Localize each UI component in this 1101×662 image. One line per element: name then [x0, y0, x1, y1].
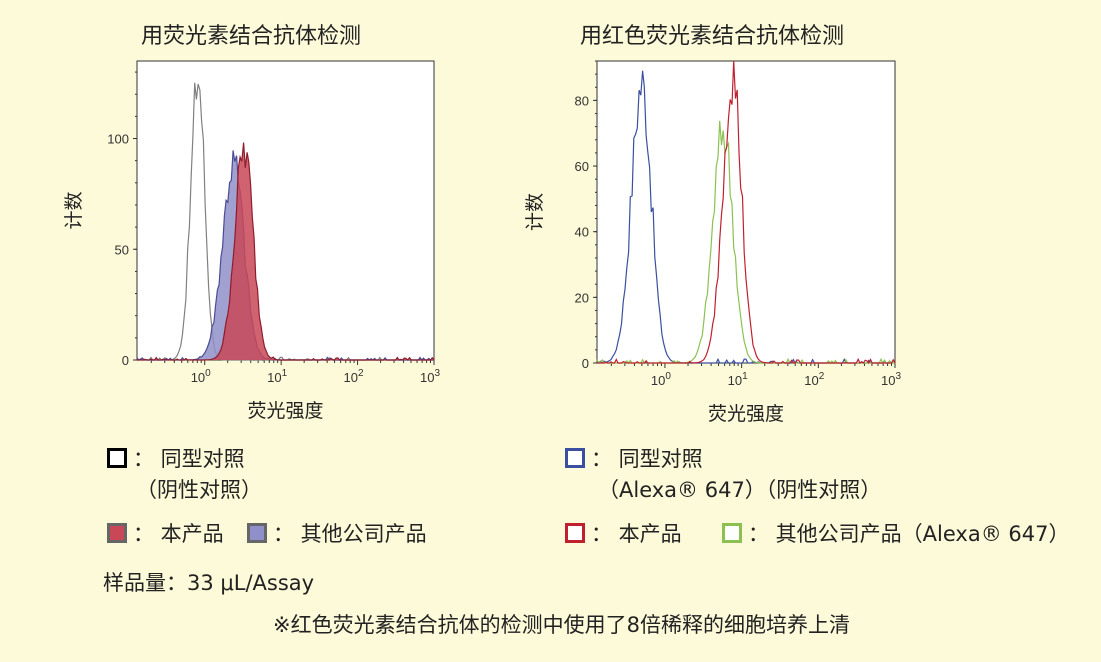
x-tick-label: 100 — [191, 368, 211, 385]
x-tick-label: 101 — [267, 368, 287, 385]
x-tick-label: 102 — [344, 368, 364, 385]
right-legend-other-company: ： 其他公司产品（Alexa® 647） — [722, 518, 1069, 548]
x-tick-label: 101 — [728, 371, 748, 388]
left-other-company-swatch — [247, 523, 267, 543]
right-other-company-label: ： 其他公司产品（Alexa® 647） — [748, 522, 1070, 546]
x-axis-label: 荧光强度 — [247, 400, 323, 422]
plot-frame — [136, 60, 435, 361]
left-legend-isotype: ： 同型对照 — [107, 443, 245, 473]
y-tick-label: 40 — [575, 225, 589, 240]
y-axis-label: 计数 — [524, 193, 546, 231]
right-isotype-label: ： 同型对照 — [591, 447, 703, 471]
right-isotype-sublabel: （Alexa® 647）（阴性对照） — [598, 478, 882, 502]
y-tick-label: 50 — [115, 242, 129, 257]
right-isotype-swatch — [565, 448, 585, 468]
left-isotype-label: ： 同型对照 — [133, 447, 245, 471]
left-chart: 0 50 100 100 101 102 103 荧光强度 计数 — [63, 60, 440, 422]
series-line — [137, 142, 435, 361]
left-isotype-sublabel: （阴性对照） — [136, 478, 262, 502]
charts-canvas: 0 50 100 100 101 102 103 荧光强度 计数 0 20 40 60 80 100 101… — [63, 60, 901, 425]
y-tick-label: 60 — [575, 159, 589, 174]
series-line — [597, 60, 896, 365]
right-legend-this-product: ： 本产品 — [565, 518, 682, 548]
right-chart-title: 用红色荧光素结合抗体检测 — [580, 24, 845, 49]
left-this-product-label: ： 本产品 — [133, 522, 224, 546]
left-this-product-swatch — [107, 523, 127, 543]
left-chart-title: 用荧光素结合抗体检测 — [141, 24, 362, 49]
plot-frame — [596, 60, 896, 364]
footnote: ※红色荧光素结合抗体的检测中使用了8倍稀释的细胞培养上清 — [273, 613, 850, 637]
y-tick-label: 0 — [122, 353, 129, 368]
x-tick-label: 100 — [651, 371, 671, 388]
left-legend-other-company: ： 其他公司产品 — [247, 518, 427, 548]
y-tick-label: 80 — [575, 93, 589, 108]
x-tick-label: 102 — [804, 371, 824, 388]
sample-amount: 样品量：33 μL/Assay — [103, 571, 315, 595]
left-isotype-swatch — [107, 448, 127, 468]
right-other-company-swatch — [722, 523, 742, 543]
right-legend-isotype: ： 同型对照 — [565, 443, 703, 473]
left-legend-this-product: ： 本产品 — [107, 518, 224, 548]
y-tick-label: 0 — [582, 356, 589, 371]
y-axis-label: 计数 — [63, 191, 85, 229]
y-tick-label: 100 — [107, 132, 129, 147]
left-other-company-label: ： 其他公司产品 — [273, 522, 427, 546]
x-tick-label: 103 — [881, 371, 901, 388]
right-this-product-swatch — [565, 523, 585, 543]
right-this-product-label: ： 本产品 — [591, 522, 682, 546]
x-axis-label: 荧光强度 — [708, 403, 784, 425]
x-tick-label: 103 — [420, 368, 440, 385]
y-tick-label: 20 — [575, 290, 589, 305]
right-chart: 0 20 40 60 80 100 101 102 103 荧光强度 计数 — [524, 60, 901, 425]
